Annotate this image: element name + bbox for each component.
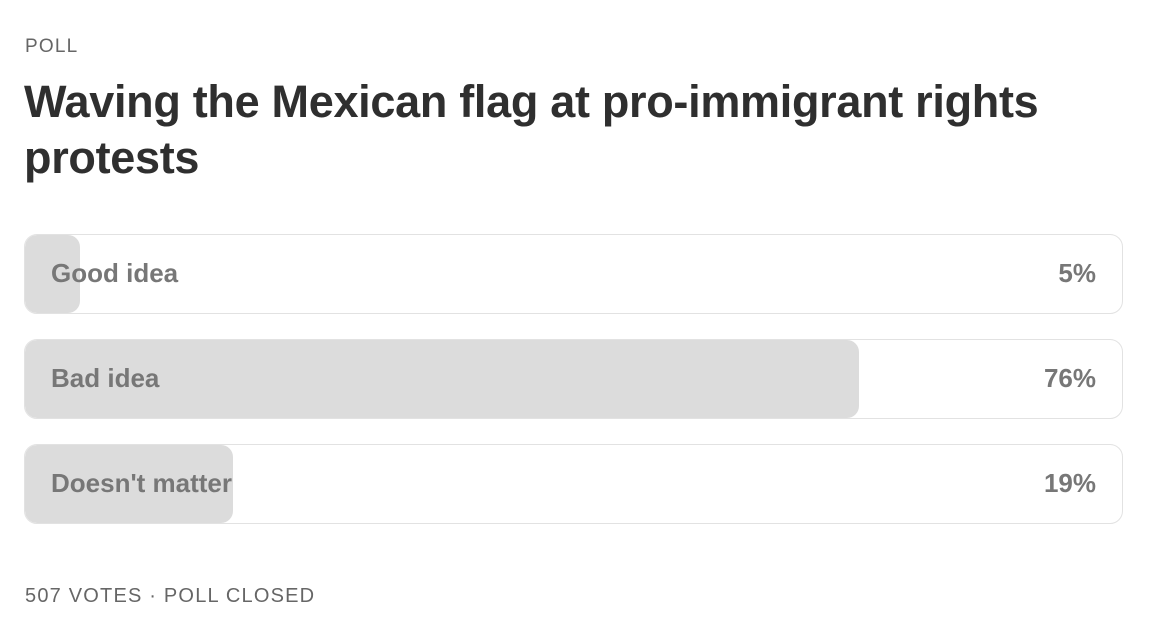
result-bar — [25, 340, 859, 418]
option-label: Good idea — [51, 258, 179, 288]
poll-footer: 507 VOTES · POLL CLOSED — [25, 585, 316, 607]
poll-options: Good idea 5% Bad idea 76% Doesn't matter 19% — [24, 234, 1123, 549]
result-bar — [25, 235, 80, 313]
poll-option: Doesn't matter 19% — [24, 444, 1123, 524]
poll-option: Good idea 5% — [24, 234, 1123, 314]
option-label: Bad idea — [51, 363, 160, 393]
poll-title: Waving the Mexican flag at pro-immigrant… — [24, 76, 1039, 183]
poll-label: POLL — [25, 36, 79, 57]
poll-option: Bad idea 76% — [24, 339, 1123, 419]
option-label: Doesn't matter — [51, 468, 232, 498]
result-bar — [25, 445, 234, 523]
option-percent: 19% — [1043, 468, 1096, 498]
option-percent: 5% — [1058, 258, 1096, 288]
option-percent: 76% — [1043, 363, 1096, 393]
